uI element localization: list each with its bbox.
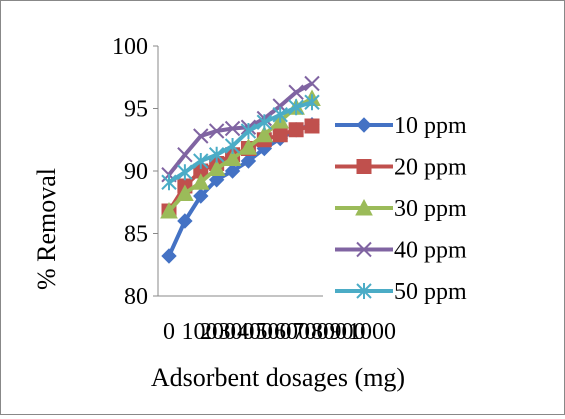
data-point bbox=[288, 99, 304, 116]
data-point bbox=[255, 125, 274, 143]
data-point bbox=[272, 106, 288, 123]
data-point bbox=[223, 149, 242, 166]
data-point bbox=[256, 114, 273, 131]
series-line bbox=[167, 100, 313, 184]
data-point bbox=[240, 123, 257, 139]
series-4 bbox=[161, 94, 320, 191]
y-tick-label: 90 bbox=[124, 159, 148, 185]
legend-label: 40 ppm bbox=[394, 238, 467, 264]
series-3 bbox=[161, 75, 320, 183]
legend-item: 50 ppm bbox=[335, 279, 467, 305]
y-tick-label: 100 bbox=[112, 34, 148, 60]
series-layer bbox=[160, 75, 321, 264]
data-point bbox=[288, 84, 304, 100]
legend-swatch-marker bbox=[356, 117, 372, 133]
y-tick-label: 95 bbox=[124, 97, 148, 123]
data-point bbox=[193, 153, 209, 169]
series-line bbox=[167, 81, 313, 176]
legend: 10 ppm 20 ppm 30 ppm 40 ppm 50 ppm bbox=[335, 113, 467, 305]
legend-item: 30 ppm bbox=[335, 196, 467, 222]
legend-label: 20 ppm bbox=[394, 155, 467, 181]
legend-label: 10 ppm bbox=[394, 113, 467, 139]
legend-swatch-marker bbox=[356, 159, 372, 174]
data-point bbox=[177, 147, 193, 163]
x-tick-label: 600 bbox=[274, 319, 310, 345]
x-tick-label: 700 bbox=[293, 319, 329, 345]
x-tick-label: 400 bbox=[237, 319, 273, 345]
y-axis-label: % Removal bbox=[32, 168, 61, 290]
x-tick-label: 500 bbox=[256, 319, 292, 345]
legend-item: 40 ppm bbox=[335, 238, 467, 264]
x-tick-label: 1000 bbox=[348, 319, 396, 345]
x-tick-label: 100 bbox=[182, 319, 218, 345]
data-point bbox=[208, 123, 225, 139]
legend-item: 20 ppm bbox=[335, 155, 467, 181]
legend-swatch-marker bbox=[355, 198, 373, 216]
x-tick-label: 300 bbox=[219, 319, 255, 345]
data-point bbox=[207, 159, 226, 176]
legend-label: 30 ppm bbox=[394, 196, 467, 222]
data-point bbox=[224, 163, 241, 179]
data-point bbox=[176, 184, 194, 201]
data-point bbox=[161, 248, 177, 264]
data-point bbox=[304, 75, 320, 92]
y-tick-label: 85 bbox=[124, 222, 148, 248]
data-point bbox=[304, 94, 320, 111]
y-tick-label: 80 bbox=[124, 284, 148, 310]
data-point bbox=[161, 174, 177, 191]
legend-label: 50 ppm bbox=[394, 279, 467, 305]
data-point bbox=[224, 120, 241, 137]
legend-item: 10 ppm bbox=[335, 113, 467, 139]
data-point bbox=[272, 127, 288, 143]
data-point bbox=[191, 173, 210, 190]
x-axis-label: Adsorbent dosages (mg) bbox=[151, 363, 405, 392]
legend-swatch-marker bbox=[356, 283, 372, 299]
data-point bbox=[288, 122, 304, 138]
data-point bbox=[177, 213, 193, 229]
data-point bbox=[239, 138, 258, 155]
data-point bbox=[193, 188, 209, 204]
data-point bbox=[193, 128, 209, 144]
legend-swatch-marker bbox=[356, 241, 372, 258]
data-point bbox=[208, 146, 225, 163]
x-tick-label: 900 bbox=[330, 319, 366, 345]
data-point bbox=[160, 201, 178, 219]
data-point bbox=[208, 172, 225, 188]
x-tick-label: 200 bbox=[200, 319, 236, 345]
x-tick-label: 800 bbox=[311, 319, 347, 345]
data-point bbox=[177, 164, 193, 181]
data-point bbox=[240, 153, 257, 169]
x-tick-label: 0 bbox=[163, 319, 175, 345]
data-point bbox=[224, 138, 241, 154]
data-point bbox=[304, 118, 320, 134]
